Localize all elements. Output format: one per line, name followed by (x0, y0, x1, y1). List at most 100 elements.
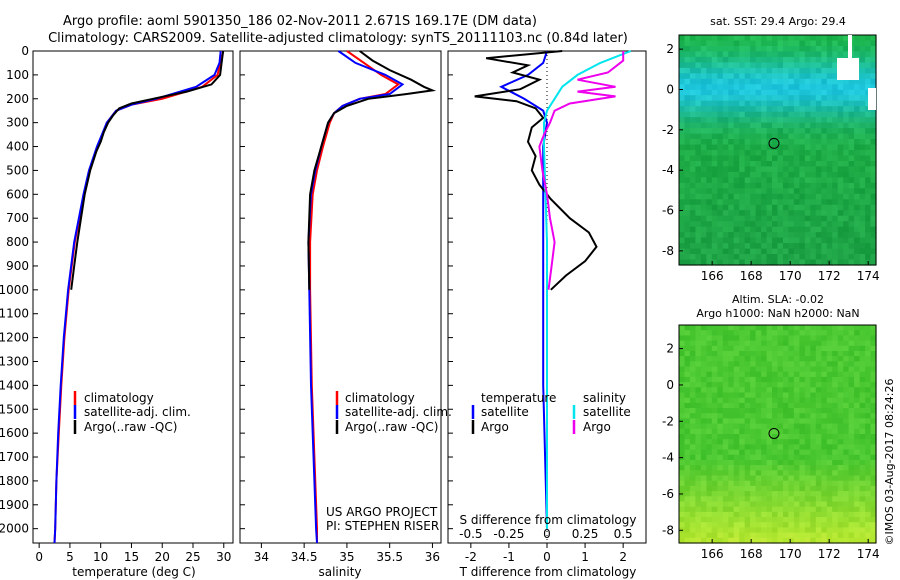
map-cell (804, 62, 811, 69)
map-cell (722, 387, 729, 394)
map-cell (755, 259, 762, 266)
map-cell (755, 511, 762, 518)
map-cell (848, 199, 855, 206)
map-cell (717, 62, 724, 69)
map-cell (848, 408, 855, 414)
map-cell (859, 475, 866, 482)
map-cell (733, 204, 740, 211)
map-cell (826, 527, 833, 534)
map-cell (870, 480, 877, 487)
map-cell (799, 454, 806, 461)
map-cell (837, 254, 844, 261)
map-cell (832, 382, 839, 388)
map-cell (750, 139, 757, 146)
map-cell (717, 248, 724, 255)
map-cell (766, 89, 773, 96)
map-cell (750, 78, 757, 85)
map-cell (772, 325, 779, 331)
map-cell (859, 413, 866, 419)
map-cell (761, 527, 768, 534)
map-cell (761, 237, 768, 244)
map-cell (837, 51, 844, 58)
map-cell (815, 95, 822, 102)
map-cell (750, 128, 757, 135)
map-cell (799, 62, 806, 69)
map-cell (870, 215, 877, 222)
map-cell (711, 361, 718, 368)
map-cell (679, 215, 686, 222)
map-cell (793, 460, 800, 466)
map-cell (859, 67, 866, 74)
map-cell (755, 537, 762, 544)
map-cell (761, 366, 768, 373)
map-cell (832, 449, 839, 456)
map-cell (821, 171, 828, 178)
map-cell (788, 340, 795, 347)
map-cell (859, 259, 866, 266)
map-cell (750, 511, 757, 518)
map-cell (766, 325, 773, 331)
map-cell (717, 537, 724, 544)
map-cell (684, 325, 691, 331)
map-cell (788, 221, 795, 228)
map-cell (728, 522, 735, 528)
map-cell (772, 408, 779, 414)
map-cell (865, 46, 872, 53)
map-cell (739, 133, 746, 140)
map-cell (766, 248, 773, 255)
map-cell (717, 491, 724, 497)
map-cell (777, 366, 784, 373)
map-cell (777, 243, 784, 250)
map-cell (837, 491, 844, 497)
series-line-salinity-satellite (543, 50, 632, 529)
map-cell (810, 221, 817, 228)
map-cell (777, 356, 784, 362)
map-cell (766, 78, 773, 85)
map-cell (772, 210, 779, 217)
map-cell (695, 62, 702, 69)
map-cell (815, 139, 822, 146)
map-cell (766, 73, 773, 80)
map-cell (750, 248, 757, 255)
map-cell (854, 465, 861, 471)
map-cell (722, 537, 729, 544)
map-cell (843, 106, 850, 113)
map-cell (799, 155, 806, 162)
map-cell (865, 128, 872, 135)
map-cell (750, 480, 757, 487)
temperature-plot: 0 5 10 15 20 25 30 (35, 50, 231, 564)
map-cell (859, 133, 866, 140)
map-cell (865, 361, 872, 368)
map-cell (711, 243, 718, 250)
map-cell (793, 428, 800, 435)
map-cell (711, 117, 718, 124)
map-cell (679, 439, 686, 445)
map-cell (810, 210, 817, 217)
salinity-legend: climatology satellite-adj. clim. Argo(..… (335, 391, 452, 434)
map-cell (679, 470, 686, 477)
map-cell (843, 325, 850, 331)
map-cell (766, 527, 773, 534)
map-cell (777, 46, 784, 53)
map-cell (706, 527, 713, 534)
map-x-tick-label: 174 (857, 547, 880, 561)
map-cell (684, 345, 691, 352)
map-cell (750, 454, 757, 461)
map-cell (722, 527, 729, 534)
map-cell (733, 408, 740, 414)
map-cell (717, 133, 724, 140)
map-cell (793, 449, 800, 456)
map-cell (689, 188, 696, 195)
map-cell (815, 340, 822, 347)
map-cell (799, 330, 806, 336)
map-cell (854, 51, 861, 58)
map-cell (728, 46, 735, 53)
map-cell (755, 237, 762, 244)
map-cell (815, 428, 822, 435)
map-cell (777, 527, 784, 534)
map-cell (843, 371, 850, 378)
map-cell (810, 408, 817, 414)
map-cell (788, 215, 795, 222)
map-cell (815, 325, 822, 331)
map-cell (848, 517, 855, 523)
